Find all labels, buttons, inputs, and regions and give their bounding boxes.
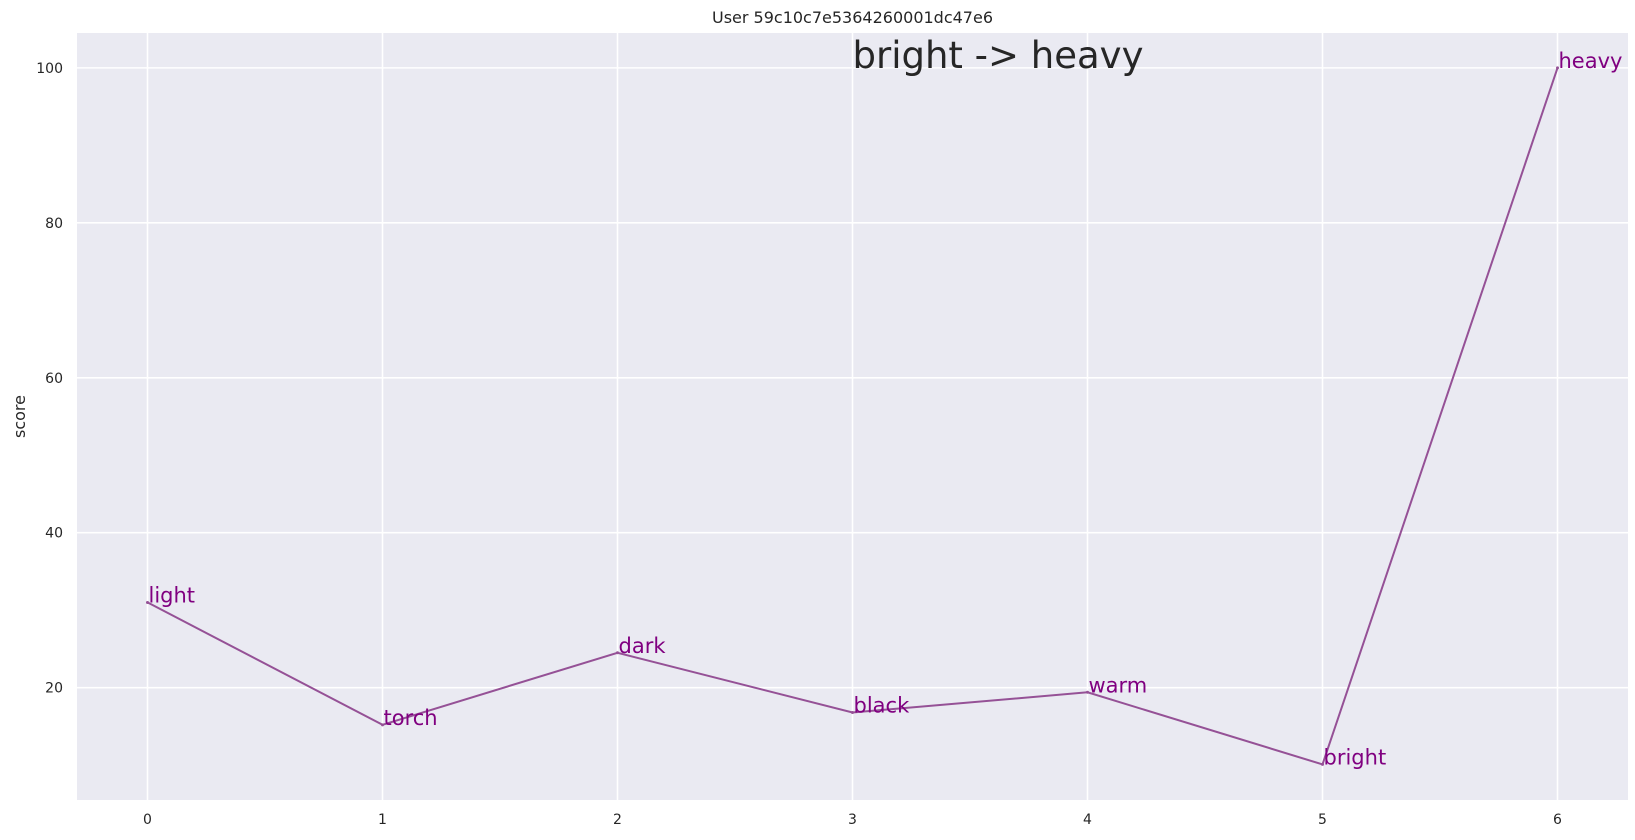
y-tick-label: 100 <box>36 61 63 77</box>
data-point-label: heavy <box>1559 49 1623 73</box>
x-tick-label: 1 <box>378 812 387 828</box>
x-tick-label: 6 <box>1553 812 1562 828</box>
data-point-label: light <box>149 583 196 607</box>
grid-lines <box>77 33 1628 800</box>
data-point-label: warm <box>1089 673 1148 697</box>
x-tick-label: 0 <box>143 812 152 828</box>
y-axis-ticks: 20 40 60 80 100 <box>36 61 63 697</box>
data-point <box>1556 66 1559 70</box>
y-tick-label: 20 <box>45 681 63 697</box>
data-point <box>616 651 619 655</box>
x-tick-label: 2 <box>613 812 622 828</box>
data-point <box>1086 690 1089 694</box>
x-axis-ticks: 0 1 2 3 4 5 6 <box>143 812 1562 828</box>
data-point <box>146 600 149 604</box>
x-tick-label: 5 <box>1318 812 1327 828</box>
y-tick-label: 80 <box>45 216 63 232</box>
data-points: light torch dark black warm bright heavy <box>146 49 1622 769</box>
data-point <box>851 710 854 714</box>
data-point <box>381 723 384 727</box>
data-point <box>1321 762 1324 766</box>
data-point-label: dark <box>619 634 667 658</box>
data-point-label: torch <box>384 706 438 730</box>
y-tick-label: 40 <box>45 526 63 542</box>
x-tick-label: 3 <box>848 812 857 828</box>
y-tick-label: 60 <box>45 371 63 387</box>
data-point-label: black <box>854 693 911 717</box>
annotation-text: bright -> heavy <box>853 34 1144 77</box>
data-point-label: bright <box>1324 745 1387 769</box>
y-axis-label: score <box>10 395 29 438</box>
x-tick-label: 4 <box>1083 812 1092 828</box>
chart-title: User 59c10c7e5364260001dc47e6 <box>712 8 993 27</box>
